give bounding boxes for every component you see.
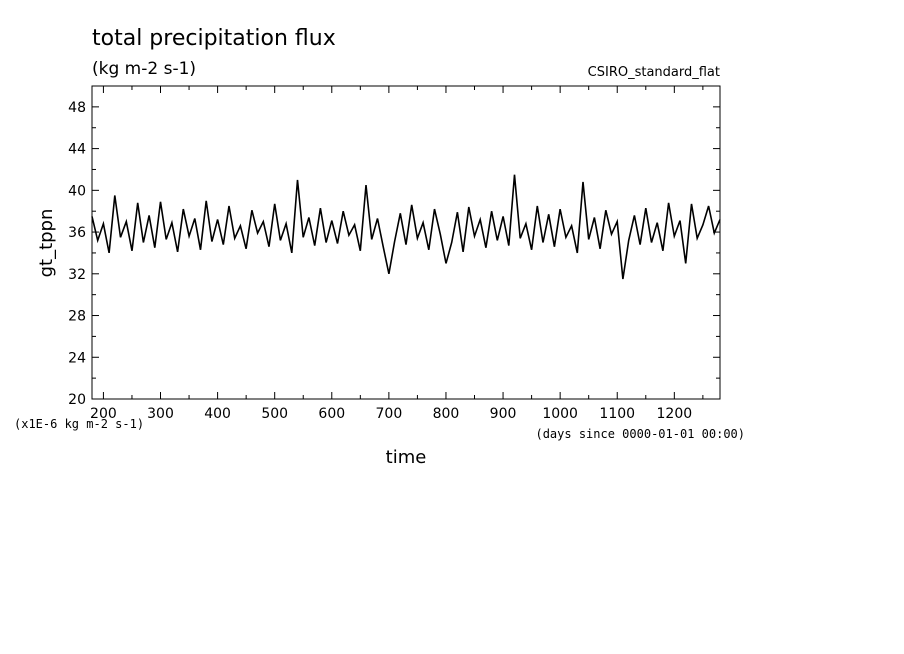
y-tick-label: 24 <box>68 350 86 366</box>
x-axis-units: (days since 0000-01-01 00:00) <box>535 427 745 441</box>
series-line <box>91 174 721 280</box>
plot-frame <box>91 85 721 400</box>
x-axis-ticks: 200 300 400 500 600 700 800 900 1000 1100 1200 <box>90 86 704 422</box>
y-tick-label: 20 <box>68 392 86 408</box>
chart-title: total precipitation flux <box>92 26 336 51</box>
x-tick-label: 1000 <box>542 406 578 422</box>
x-tick-label: 800 <box>433 406 460 422</box>
y-tick-label: 36 <box>68 225 86 241</box>
x-tick-label: 900 <box>490 406 517 422</box>
x-tick-label: 700 <box>376 406 403 422</box>
x-tick-label: 500 <box>261 406 288 422</box>
y-axis-ticks: 20 24 28 32 36 40 44 48 <box>68 100 720 408</box>
x-tick-label: 300 <box>147 406 174 422</box>
dataset-label: CSIRO_standard_flat <box>588 65 720 80</box>
x-tick-label: 1200 <box>657 406 693 422</box>
y-axis-label: gt_tppn <box>36 209 57 278</box>
y-tick-label: 40 <box>68 183 86 199</box>
x-tick-label: 400 <box>204 406 231 422</box>
x-axis-label: time <box>386 447 427 468</box>
y-axis-units: (x1E-6 kg m-2 s-1) <box>14 417 144 431</box>
x-tick-label: 600 <box>318 406 345 422</box>
y-tick-label: 32 <box>68 267 86 283</box>
y-tick-label: 44 <box>68 142 86 158</box>
y-tick-label: 28 <box>68 309 86 325</box>
y-tick-label: 48 <box>68 100 86 116</box>
chart-units-subtitle: (kg m-2 s-1) <box>92 59 196 79</box>
x-tick-label: 1100 <box>599 406 635 422</box>
x-tick-label: 200 <box>90 406 117 422</box>
